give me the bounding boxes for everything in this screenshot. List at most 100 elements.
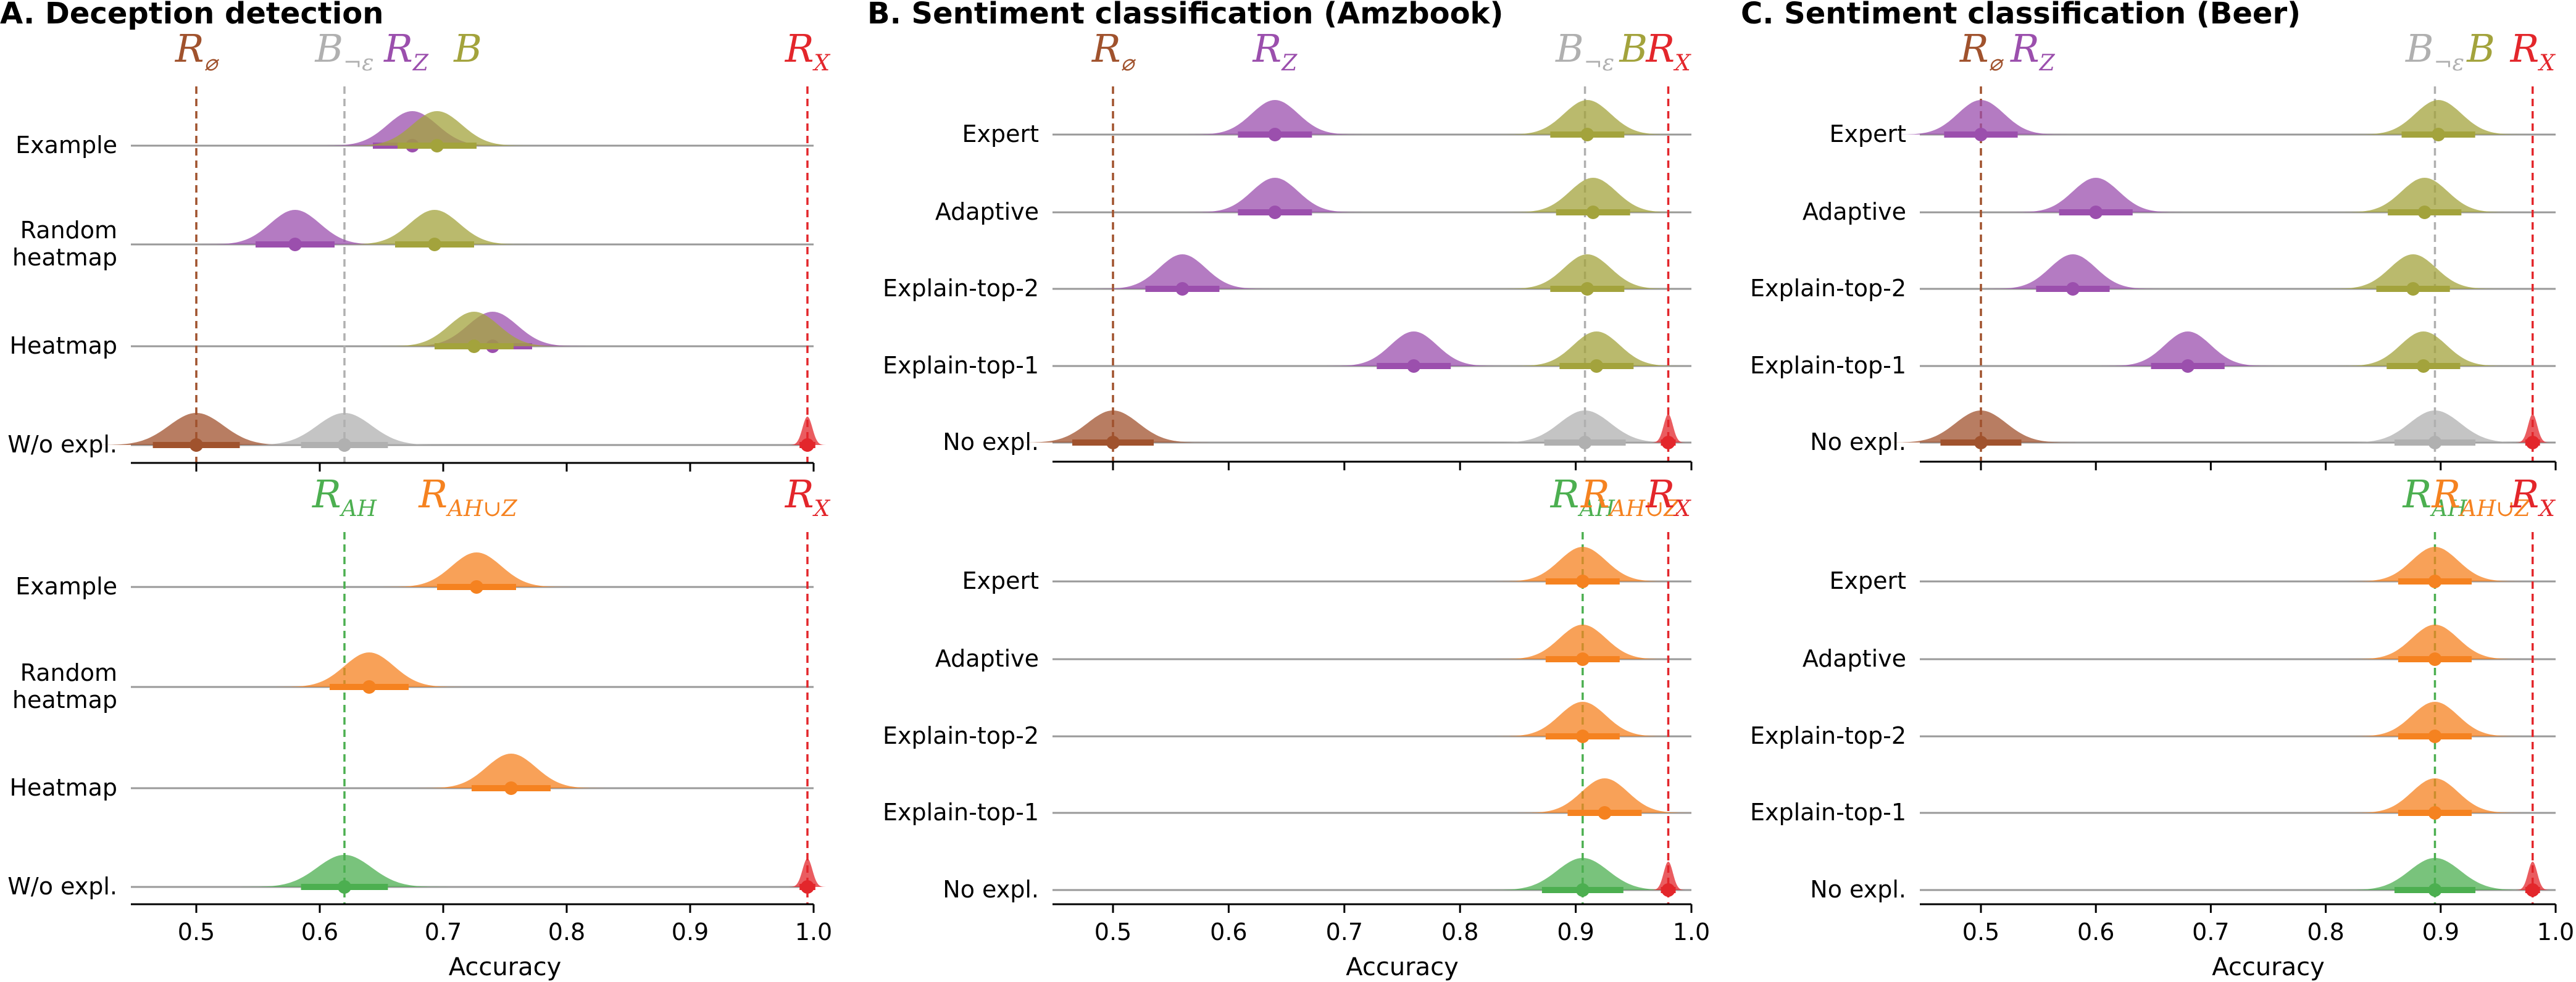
- top-ref-label-r_x: RX: [785, 26, 831, 76]
- top-r_z-row0-point: [1268, 128, 1282, 141]
- top-row-label: Explain-top-2: [883, 275, 1039, 302]
- top-b-row3-density: [2331, 331, 2516, 366]
- top-row-label: Heatmap: [9, 332, 117, 359]
- top-r_z-row2-point: [1175, 282, 1190, 296]
- bottom-r_ahuz-row0-point: [1575, 575, 1590, 588]
- top-row-label: Adaptive: [935, 198, 1039, 225]
- bottom-ref-label-r_ahuz: RAH∪Z: [1580, 472, 1680, 522]
- bottom-ref-label-r_ahuz: RAH∪Z: [418, 472, 517, 522]
- top-r_x-row4-point: [2525, 436, 2540, 449]
- bottom-r_ahuz-row0-point: [470, 580, 483, 594]
- bottom-r_ah-row4-point: [2428, 883, 2442, 897]
- bottom-r_x-row3-point: [801, 880, 814, 894]
- bottom-row-label: No expl.: [943, 876, 1039, 903]
- bottom-r_ahuz-row3-density: [2343, 778, 2527, 813]
- top-r_z-row0-density: [1889, 100, 2073, 135]
- bottom-r_ahuz-row1-point: [2428, 652, 2442, 666]
- top-row-label: Explain-top-1: [883, 352, 1039, 379]
- top-b-row2-density: [375, 312, 573, 346]
- top-b-row0-point: [1580, 128, 1594, 141]
- top-b-row0-point: [430, 139, 444, 152]
- top-b_neg-row4-density: [2333, 410, 2536, 443]
- top-r_x-row3-density: [788, 417, 827, 445]
- bottom-r_ahuz-row2-point: [1575, 730, 1590, 743]
- bottom-r_ahuz-row0-density: [1490, 547, 1675, 581]
- bottom-r_x-row4-point: [1661, 883, 1675, 897]
- top-b_neg-row3-density: [236, 413, 453, 445]
- x-tick-label: 0.5: [1962, 918, 1999, 946]
- bottom-r_x-row3-density: [788, 859, 827, 887]
- top-ref-label-b: B: [2466, 26, 2495, 71]
- panel-1: B. Sentiment classification (Amzbook) Exp…: [867, 0, 1710, 981]
- x-tick-label: 0.9: [672, 918, 709, 946]
- top-b-row3-density: [1504, 331, 1690, 366]
- top-row-label: Random heatmap: [12, 217, 117, 271]
- top-r_z-row3-point: [2181, 359, 2195, 373]
- top-ref-label-b_neg: B¬ε: [2405, 26, 2464, 76]
- bottom-row-label: Explain-top-2: [1750, 722, 1906, 749]
- x-tick-label: 0.9: [2422, 918, 2459, 946]
- x-tick-label: 0.7: [1326, 918, 1363, 946]
- bottom-r_ahuz-row0-density: [378, 552, 575, 587]
- bottom-r_ahuz-row2-density: [412, 754, 610, 788]
- top-r_null-row3-point: [190, 438, 203, 452]
- top-r_z-row3-point: [1407, 359, 1421, 373]
- top-r_z-row3-density: [2096, 331, 2280, 366]
- top-ref-label-r_null: R⌀: [175, 26, 220, 76]
- bottom-ref-label-r_x: RX: [2510, 472, 2556, 522]
- x-tick-label: 0.6: [1210, 918, 1247, 946]
- bottom-r_ahuz-row0-density: [2343, 547, 2527, 581]
- top-r_z-row2-density: [1090, 254, 1275, 289]
- bottom-r_ahuz-row1-density: [2343, 625, 2527, 659]
- bottom-row-label: Expert: [962, 567, 1039, 594]
- top-b-row0-density: [338, 111, 536, 146]
- top-b-row1-point: [1586, 206, 1600, 219]
- bottom-row-label: W/o expl.: [7, 873, 117, 900]
- top-b-row3-point: [2416, 359, 2430, 373]
- x-tick-label: 0.7: [2192, 918, 2229, 946]
- x-tick-label: 0.6: [301, 918, 338, 946]
- top-r_null-row3-density: [88, 413, 305, 445]
- top-row-label: Example: [15, 131, 117, 159]
- top-ref-label-b_neg: B¬ε: [1555, 26, 1614, 76]
- top-r_x-row4-density: [2514, 414, 2551, 443]
- bottom-r_ahuz-row2-point: [2428, 730, 2442, 743]
- top-b-row2-density: [1494, 254, 1680, 289]
- top-b-row2-point: [467, 339, 481, 353]
- x-tick-label: 0.6: [2077, 918, 2114, 946]
- bottom-ref-label-r_x: RX: [785, 472, 831, 522]
- bottom-r_ah-row4-density: [2333, 858, 2536, 890]
- top-ref-label-r_null: R⌀: [1091, 26, 1136, 76]
- top-r_z-row1-density: [1182, 178, 1368, 212]
- bottom-ref-label-r_x: RX: [1645, 472, 1691, 522]
- top-r_z-row1-point: [288, 238, 302, 251]
- top-b-row0-density: [1494, 100, 1680, 135]
- panel-title: C. Sentiment classification (Beer): [1741, 0, 2301, 31]
- bottom-ref-label-r_ah: RAH: [312, 472, 377, 522]
- x-tick-label: 1.0: [1673, 918, 1710, 946]
- top-b-row3-point: [1590, 359, 1604, 373]
- bottom-row-label: Heatmap: [9, 774, 117, 801]
- top-row-label: No expl.: [1810, 428, 1906, 456]
- top-b-row2-density: [2321, 254, 2506, 289]
- top-ref-label-r_z: RZ: [2010, 26, 2056, 76]
- x-tick-label: 0.5: [1094, 918, 1132, 946]
- top-b-row2-point: [2406, 282, 2420, 296]
- top-ref-label-r_x: RX: [1645, 26, 1691, 76]
- bottom-row-label: Explain-top-1: [883, 799, 1039, 826]
- bottom-r_ahuz-row3-density: [1512, 778, 1698, 813]
- top-ref-label-r_x: RX: [2510, 26, 2556, 76]
- top-b-row1-density: [1500, 178, 1686, 212]
- x-tick-label: 0.9: [1557, 918, 1594, 946]
- top-ref-label-b: B: [453, 26, 482, 71]
- bottom-row-label: No expl.: [1810, 876, 1906, 903]
- x-tick-label: 0.8: [548, 918, 585, 946]
- top-ref-label-r_z: RZ: [383, 26, 429, 76]
- top-row-label: No expl.: [943, 428, 1039, 456]
- top-r_z-row3-density: [1321, 331, 1507, 366]
- bottom-row-label: Random heatmap: [12, 659, 117, 714]
- top-b-row1-point: [2417, 206, 2432, 219]
- top-ref-label-b: B: [1619, 26, 1648, 71]
- top-b_neg-row4-density: [1483, 410, 1687, 443]
